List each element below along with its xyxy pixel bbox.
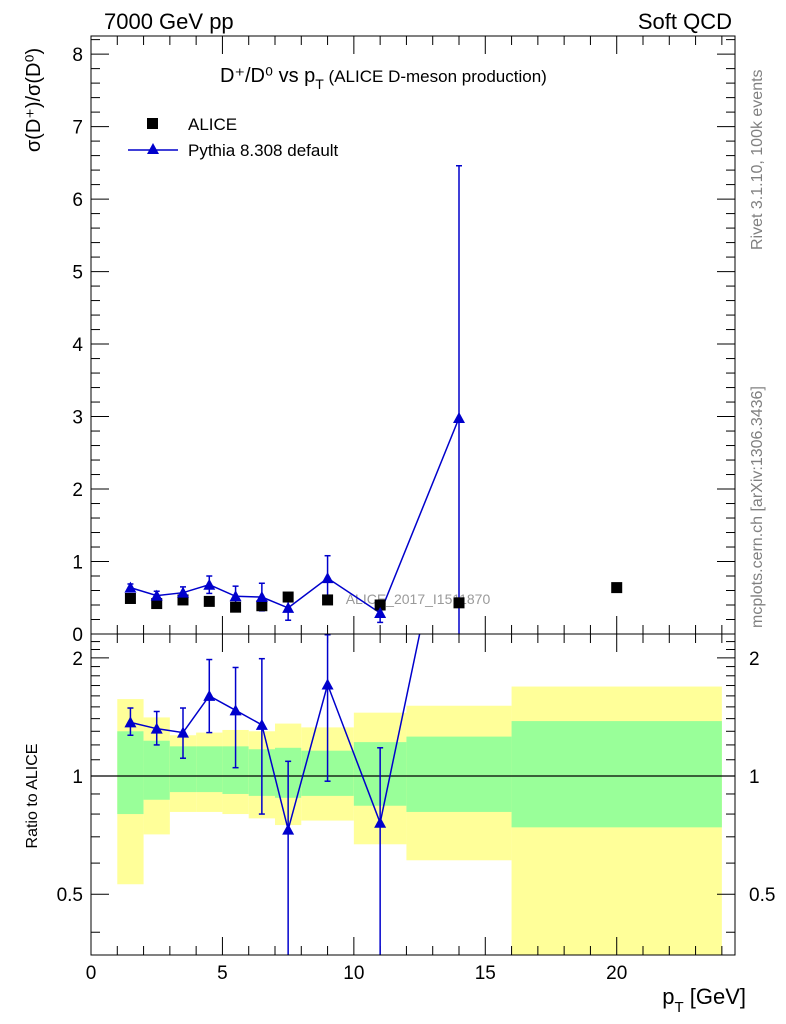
alice-data-point <box>611 582 623 594</box>
x-axis-label-sub: T <box>674 999 683 1016</box>
mc-point <box>321 572 334 584</box>
ratio-mc-point <box>229 704 242 716</box>
ratio-axis-ticks: 0.5 0.51 12 20 5 10 15 20 <box>57 634 775 984</box>
ratio-y-tick-label: 1 <box>72 767 83 788</box>
ratio-band-inner <box>117 731 144 815</box>
side-text-top: Rivet 3.1.10, 100k events <box>749 69 766 250</box>
main-y-tick-label: 2 <box>72 480 83 501</box>
header-right: Soft QCD <box>638 9 732 34</box>
ratio-mc-point <box>374 816 387 828</box>
alice-data-point <box>151 598 163 610</box>
ratio-band-inner <box>511 721 722 828</box>
ratio-mc-point <box>321 678 334 690</box>
ratio-mc-point <box>150 722 163 734</box>
ratio-y-tick-label: 0.5 <box>57 885 83 906</box>
x-axis-label: pT [GeV] <box>662 984 746 1016</box>
side-text-bottom: mcplots.cern.ch [arXiv:1306.3436] <box>749 386 766 628</box>
ratio-band-inner <box>143 740 170 800</box>
mc-point <box>150 589 163 601</box>
mc-point <box>177 586 189 598</box>
ratio-band-inner <box>406 736 512 812</box>
x-tick-label: 10 <box>343 963 364 984</box>
ratio-band-inner <box>196 746 223 793</box>
mc-point <box>124 581 137 593</box>
x-tick-label: 0 <box>86 963 97 984</box>
mc-point <box>374 606 387 618</box>
ratio-mc-point <box>124 716 137 728</box>
main-axis-ticks: 0 1 2 3 4 5 6 7 8 <box>72 36 735 646</box>
alice-data-point <box>322 594 334 606</box>
legend-marker-pythia <box>147 143 159 154</box>
mc-point <box>229 590 242 602</box>
main-y-tick-label: 4 <box>72 335 83 356</box>
ratio-mc-line <box>130 633 421 833</box>
alice-data-point <box>124 592 136 604</box>
chart-title-sub: T <box>315 76 324 92</box>
ratio-y-tick-label: 2 <box>72 649 83 670</box>
alice-data-point <box>230 601 242 613</box>
ratio-series-layer <box>124 633 421 955</box>
mc-point <box>453 411 465 423</box>
chart-title-rest: (ALICE D-meson production) <box>324 67 547 86</box>
x-tick-label: 20 <box>606 963 627 984</box>
main-y-tick-label: 0 <box>72 625 83 646</box>
alice-data-point <box>282 591 294 603</box>
main-y-tick-label: 8 <box>72 45 83 66</box>
ratio-y-axis-label: Ratio to ALICE <box>24 744 41 849</box>
chart-title: D⁺/D⁰ vs pT (ALICE D-meson production) <box>220 65 547 92</box>
ratio-mc-point <box>177 726 189 738</box>
mc-point <box>203 578 216 590</box>
mc-line <box>130 417 460 615</box>
ratio-uncertainty-bands <box>117 686 722 955</box>
legend: ALICE Pythia 8.308 default <box>128 115 339 160</box>
main-y-tick-label: 7 <box>72 118 83 139</box>
main-series-layer <box>124 164 623 634</box>
x-axis-label-rest: [GeV] <box>684 984 746 1009</box>
x-tick-label: 15 <box>475 963 496 984</box>
legend-label-alice: ALICE <box>188 115 237 134</box>
main-y-tick-label: 3 <box>72 408 83 429</box>
main-y-tick-label: 5 <box>72 263 83 284</box>
main-y-tick-label: 6 <box>72 190 83 211</box>
mc-point <box>282 601 295 613</box>
mc-point <box>255 591 268 603</box>
alice-data-point <box>453 597 465 609</box>
alice-data-point <box>256 600 268 612</box>
ratio-frame-border <box>90 633 736 956</box>
alice-data-point <box>177 594 189 606</box>
legend-marker-alice <box>147 118 158 129</box>
ratio-y-tick-label-right: 1 <box>749 767 760 788</box>
x-axis-label-main: p <box>662 984 674 1009</box>
legend-label-pythia: Pythia 8.308 default <box>188 141 339 160</box>
chart-title-main: D⁺/D⁰ vs p <box>220 65 315 87</box>
header-left: 7000 GeV pp <box>104 9 234 34</box>
ratio-y-tick-label-right: 0.5 <box>749 885 775 906</box>
alice-data-point <box>374 599 386 611</box>
x-tick-label: 5 <box>217 963 228 984</box>
ratio-panel-frame <box>90 633 736 956</box>
ratio-mc-point <box>282 823 295 835</box>
ratio-mc-point <box>255 718 268 730</box>
main-y-axis-label: σ(D⁺)/σ(D⁰) <box>23 48 45 152</box>
ratio-y-tick-label-right: 2 <box>749 649 760 670</box>
main-y-tick-label: 1 <box>72 553 83 574</box>
alice-data-point <box>203 595 215 607</box>
ratio-mc-point <box>203 689 216 701</box>
